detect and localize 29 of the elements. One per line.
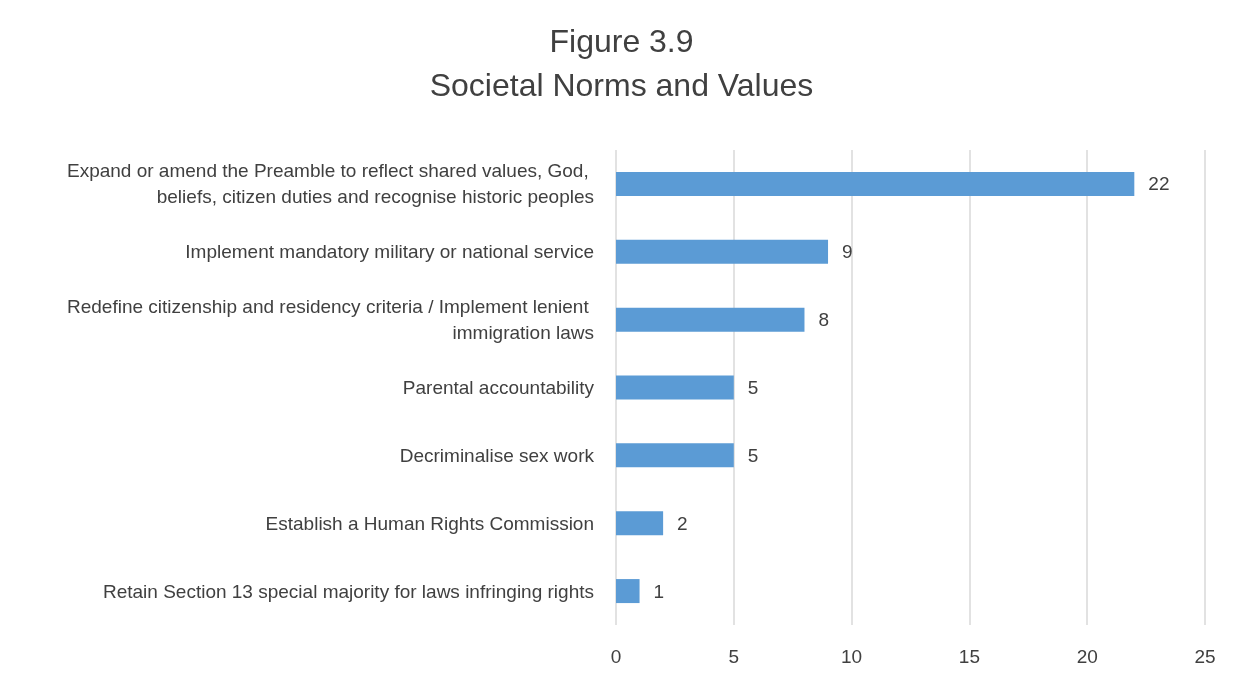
x-tick-label: 0 <box>610 646 622 667</box>
data-label: 9 <box>842 241 853 263</box>
y-tick-label: Redefine citizenship and residency criteria / Implement lenient immigration laws <box>67 296 594 344</box>
data-label: 1 <box>653 580 665 602</box>
bar <box>616 579 640 604</box>
x-tick-label: 20 <box>1076 646 1098 667</box>
y-tick-label: Decriminalise sex work <box>399 444 595 466</box>
bar <box>616 511 664 536</box>
bar <box>616 171 1135 196</box>
bar <box>616 375 734 400</box>
chart-title: Figure 3.9 <box>549 23 694 59</box>
y-tick-label: Implement mandatory military or national service <box>185 241 594 263</box>
data-label: 5 <box>747 377 759 398</box>
data-label: 8 <box>818 309 830 331</box>
data-label: 2 <box>677 512 688 534</box>
x-tick-label: 10 <box>841 646 863 667</box>
chart-subtitle: Societal Norms and Values <box>429 67 814 103</box>
bar <box>616 307 805 332</box>
bar <box>616 443 734 468</box>
bar <box>616 239 829 264</box>
y-tick-label: Retain Section 13 special majority for laws infringing rights <box>102 580 594 602</box>
y-tick-label: Expand or amend the Preamble to reflect shared values, God, beliefs, citizen duties and recognise historic peoples <box>66 160 594 208</box>
y-tick-label: Parental accountability <box>402 377 595 398</box>
data-label: 22 <box>1148 173 1170 195</box>
y-tick-label: Establish a Human Rights Commission <box>265 512 594 534</box>
x-tick-label: 5 <box>728 646 740 667</box>
x-tick-label: 25 <box>1194 646 1216 667</box>
x-tick-label: 15 <box>958 646 980 667</box>
data-label: 5 <box>747 444 759 466</box>
